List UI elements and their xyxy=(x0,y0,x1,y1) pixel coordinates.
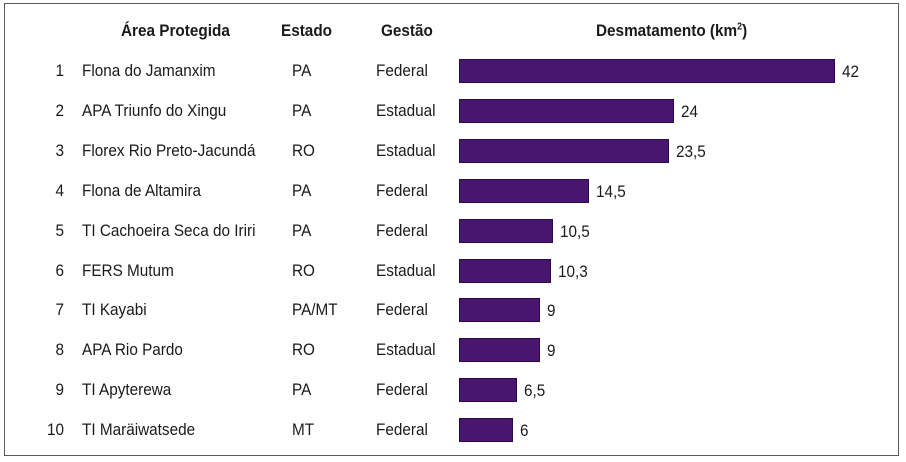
bar xyxy=(459,59,835,83)
bar-value-label: 9 xyxy=(547,301,556,321)
row-estado: MT xyxy=(292,420,315,440)
header-desmatamento-close: ) xyxy=(742,21,748,40)
row-gestao: Estadual xyxy=(376,140,436,160)
row-gestao: Federal xyxy=(376,380,428,400)
bar xyxy=(459,218,553,243)
row-estado: PA xyxy=(292,380,312,400)
row-rank: 4 xyxy=(55,180,64,200)
row-area-name: TI Kayabi xyxy=(82,300,147,320)
row-gestao: Federal xyxy=(376,300,428,320)
header-estado: Estado xyxy=(281,21,333,40)
row-area-name: TI Maräiwatsede xyxy=(82,420,196,440)
row-gestao: Federal xyxy=(376,420,428,440)
row-rank: 8 xyxy=(55,340,64,360)
row-estado: PA/MT xyxy=(292,300,338,320)
row-area-name: TI Apyterewa xyxy=(82,380,172,400)
row-gestao: Federal xyxy=(376,180,428,200)
row-gestao: Federal xyxy=(376,220,428,240)
bar xyxy=(459,418,513,443)
row-estado: PA xyxy=(292,61,312,80)
bar-value-label: 23,5 xyxy=(676,141,706,161)
bar-value-label: 9 xyxy=(547,341,556,361)
row-rank: 5 xyxy=(55,220,64,240)
bar xyxy=(459,98,674,123)
row-estado: PA xyxy=(292,180,312,200)
row-rank: 7 xyxy=(55,300,64,320)
bar xyxy=(459,298,540,323)
header-desmatamento-sup: 2 xyxy=(737,21,743,33)
row-rank: 2 xyxy=(55,100,64,120)
bar-value-label: 6,5 xyxy=(524,381,546,401)
bar-value-label: 10,3 xyxy=(558,261,588,281)
row-area-name: Flona do Jamanxim xyxy=(82,61,216,80)
row-rank: 6 xyxy=(55,260,64,280)
header-desmatamento: Desmatamento (km2) xyxy=(596,21,747,41)
row-gestao: Estadual xyxy=(376,260,436,280)
bar xyxy=(459,338,540,363)
bar-value-label: 24 xyxy=(681,101,699,121)
row-estado: RO xyxy=(292,260,315,280)
row-gestao: Federal xyxy=(376,61,428,80)
row-gestao: Estadual xyxy=(376,100,436,120)
row-area-name: Florex Rio Preto-Jacundá xyxy=(82,140,256,160)
bar-value-label: 42 xyxy=(842,62,860,81)
row-gestao: Estadual xyxy=(376,340,436,360)
bar xyxy=(459,138,669,163)
row-estado: PA xyxy=(292,220,312,240)
row-estado: PA xyxy=(292,100,312,120)
row-area-name: FERS Mutum xyxy=(82,260,174,280)
bar xyxy=(459,258,551,283)
row-area-name: APA Rio Pardo xyxy=(82,340,183,360)
bar-value-label: 10,5 xyxy=(560,221,590,241)
row-rank: 10 xyxy=(46,420,64,440)
header-area: Área Protegida xyxy=(121,21,230,40)
row-rank: 9 xyxy=(55,380,64,400)
row-estado: RO xyxy=(292,340,315,360)
row-rank: 1 xyxy=(55,61,64,80)
bar-value-label: 6 xyxy=(520,421,529,441)
row-rank: 3 xyxy=(55,140,64,160)
row-estado: RO xyxy=(292,140,315,160)
bar-value-label: 14,5 xyxy=(596,181,626,201)
bar xyxy=(459,178,589,203)
header-gestao: Gestão xyxy=(381,21,433,40)
row-area-name: Flona de Altamira xyxy=(82,180,202,200)
row-area-name: TI Cachoeira Seca do Iriri xyxy=(82,220,256,240)
bar xyxy=(459,378,517,403)
header-desmatamento-text: Desmatamento (km xyxy=(596,21,738,40)
row-area-name: APA Triunfo do Xingu xyxy=(82,100,227,120)
